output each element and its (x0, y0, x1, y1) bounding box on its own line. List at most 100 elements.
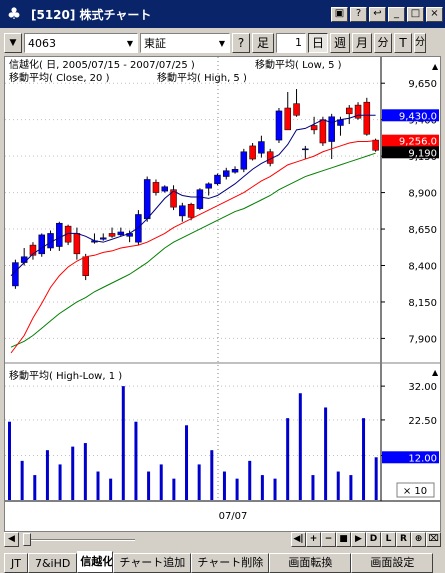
candle-body (258, 141, 265, 154)
candle-body (205, 183, 212, 189)
legend-ma-low: 移動平均( Low, 5 ) (255, 58, 342, 71)
window-title: [5120] 株式チャート (31, 7, 152, 22)
volume-bar (235, 478, 239, 500)
candle-body (12, 262, 19, 287)
volume-bar (121, 386, 125, 500)
y-tick-label: 8,900 (408, 189, 437, 200)
chevron-down-icon: ▼ (218, 38, 226, 48)
candle-body (346, 107, 353, 115)
delete-chart-button[interactable]: チャート削除 (191, 553, 270, 573)
d-button[interactable]: D (366, 531, 381, 547)
candle-body (170, 189, 177, 208)
volume-title: 移動平均( High-Low, 1 ) (9, 369, 122, 382)
period-count-field[interactable]: 1 (276, 33, 306, 53)
tab-jt[interactable]: JT (4, 553, 28, 573)
chart-panel[interactable]: 9,6509,4009,1508,9008,6508,4008,1507,900… (4, 56, 441, 532)
candle-body (249, 145, 256, 160)
candle-body (135, 214, 142, 243)
candle-body (319, 119, 327, 144)
slider-thumb[interactable] (23, 532, 31, 546)
volume-bar (96, 471, 100, 500)
volume-bar (248, 460, 252, 500)
price-label-box (382, 109, 439, 122)
candle-body (73, 233, 81, 255)
chart-canvas[interactable]: 9,6509,4009,1508,9008,6508,4008,1507,900… (5, 57, 440, 531)
volume-bar (210, 450, 214, 500)
volume-bar (20, 460, 24, 500)
minute-button[interactable]: 分 (374, 33, 392, 53)
first-page-icon[interactable]: ◀| (291, 531, 306, 547)
candle-body (284, 107, 291, 131)
zoom-icon[interactable]: ⊕ (411, 531, 426, 547)
stop-button[interactable]: ■ (336, 531, 351, 547)
scale-box (396, 482, 435, 498)
pine-tree-icon: ♣ (3, 3, 25, 25)
close-icon[interactable]: × (426, 6, 443, 22)
volume-bar (8, 421, 11, 500)
volume-bar (298, 393, 302, 500)
volume-bar (374, 457, 378, 500)
add-chart-button[interactable]: チャート追加 (113, 553, 192, 573)
candle-body (82, 256, 89, 276)
r-button[interactable]: R (396, 531, 411, 547)
volume-bar (349, 475, 353, 500)
zoom-slider[interactable] (19, 532, 139, 547)
switch-screen-button[interactable]: 画面転換 (269, 553, 352, 573)
tab-7ihd[interactable]: 7&iHD (27, 553, 78, 573)
scroll-left-icon[interactable]: ◀ (4, 531, 19, 547)
candle-body (196, 189, 204, 209)
candle-body (56, 222, 63, 247)
candle-body (38, 234, 45, 255)
crosshair-icon[interactable]: ⌧ (426, 531, 441, 547)
zoom-in-button[interactable]: + (306, 531, 321, 547)
candle-body (187, 204, 195, 218)
ma-high-line (10, 114, 376, 277)
price-label: 9,430.0 (399, 111, 437, 122)
zoom-out-button[interactable]: − (321, 531, 336, 547)
more-button[interactable]: 分 (414, 33, 426, 53)
legend-ma-high: 移動平均( High, 5 ) (157, 71, 247, 84)
next-icon[interactable]: ▶ (351, 531, 366, 547)
menu-dropdown-button[interactable]: ▼ (4, 33, 22, 53)
l-button[interactable]: L (381, 531, 396, 547)
slider-line (23, 538, 135, 541)
volume-bar (58, 464, 62, 500)
text-button[interactable]: T (394, 33, 412, 53)
help-button[interactable]: ? (232, 33, 250, 53)
candle-body (117, 231, 125, 236)
candle-body (179, 205, 186, 217)
price-label-box (382, 134, 439, 147)
legend-ma-close: 移動平均( Close, 20 ) (9, 71, 110, 84)
candle-body (223, 170, 230, 177)
weekly-button[interactable]: 週 (330, 33, 350, 53)
help-icon[interactable]: ? (350, 6, 367, 22)
undo-icon[interactable]: ↩ (369, 6, 386, 22)
market-select[interactable]: 東証 ▼ (140, 33, 230, 53)
y-tick-label: 22.50 (408, 416, 437, 427)
price-label: 9,190 (408, 148, 437, 159)
volume-bar (159, 464, 163, 500)
restore-icon[interactable]: ▣ (331, 6, 348, 22)
volume-bar (185, 425, 189, 500)
maximize-icon[interactable]: □ (407, 6, 424, 22)
volume-bar (324, 407, 328, 500)
candle-body (64, 225, 72, 243)
period-button[interactable]: 足 (252, 33, 274, 53)
scale-label: × 10 (403, 486, 427, 497)
daily-button[interactable]: 日 (308, 33, 328, 53)
tab-shinetsu[interactable]: 信越化 (77, 551, 114, 573)
monthly-button[interactable]: 月 (352, 33, 372, 53)
candle-body (29, 244, 37, 256)
screen-settings-button[interactable]: 画面設定 (351, 553, 434, 573)
ma-low-line (10, 152, 376, 348)
volume-bar (260, 475, 264, 500)
minimize-icon[interactable]: _ (388, 6, 405, 22)
title-bar: ♣ [5120] 株式チャート ▣ ? ↩ _ □ × (0, 0, 445, 28)
ma-close-line (10, 140, 376, 354)
chevron-down-icon: ▼ (126, 38, 134, 48)
volume-bar (147, 471, 151, 500)
y-tick-label: 8,650 (408, 225, 437, 236)
y-tick-label: 8,400 (408, 262, 437, 273)
price-label-box (382, 146, 439, 159)
stock-code-select[interactable]: 4063 ▼ (24, 33, 138, 53)
